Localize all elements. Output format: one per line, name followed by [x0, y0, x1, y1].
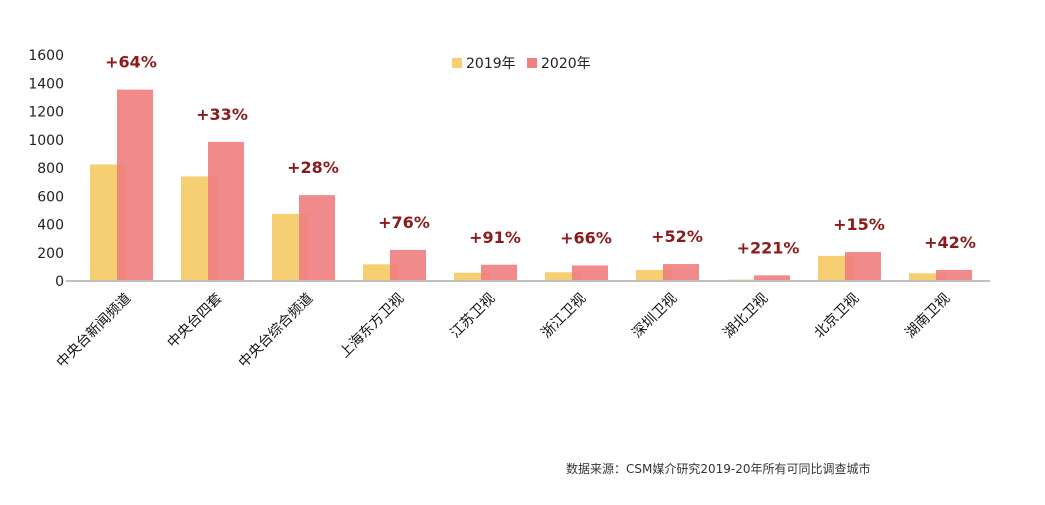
category-label: 湖北卫视	[720, 291, 771, 342]
bar-2020	[845, 252, 881, 281]
bar-2020	[299, 195, 335, 281]
legend-swatch	[527, 58, 537, 68]
legend-swatch	[452, 58, 462, 68]
source-note: 数据来源：CSM媒介研究2019-20年所有可同比调查城市	[566, 462, 871, 476]
y-axis-ticks: 0 200 400 600 800 1000 1200 1400 1600	[28, 48, 64, 290]
y-tick-label: 1000	[28, 133, 64, 149]
growth-label: +15%	[833, 215, 885, 234]
category-labels: 中央台新闻频道 中央台四套 中央台综合频道 上海东方卫视 江苏卫视 浙江卫视 深圳卫视 湖北卫…	[54, 291, 954, 372]
growth-label: +64%	[105, 53, 157, 72]
bar-2020	[936, 269, 972, 281]
category-label: 中央台四套	[165, 291, 226, 352]
growth-label: +221%	[737, 238, 800, 257]
growth-label: +76%	[378, 213, 430, 232]
category-label: 浙江卫视	[538, 291, 589, 342]
bar-2019	[909, 273, 945, 281]
growth-label: +91%	[469, 228, 521, 247]
category-label: 中央台综合频道	[236, 291, 317, 372]
y-tick-label: 200	[37, 246, 64, 262]
y-tick-label: 400	[37, 218, 64, 234]
legend: 2019年 2020年	[452, 56, 591, 72]
growth-label: +33%	[196, 105, 248, 124]
bar-2020	[390, 249, 426, 281]
category-label: 湖南卫视	[902, 291, 953, 342]
bar-2020	[208, 141, 244, 281]
y-tick-label: 1400	[28, 76, 64, 92]
growth-label: +52%	[651, 227, 703, 246]
y-tick-label: 0	[55, 274, 64, 290]
bar-2020	[481, 264, 517, 281]
bar-2019	[454, 272, 490, 281]
growth-label: +28%	[287, 158, 339, 177]
bar-2020	[663, 264, 699, 281]
category-label: 江苏卫视	[447, 291, 498, 342]
bar-2019	[636, 269, 672, 281]
category-label: 深圳卫视	[629, 291, 680, 342]
y-tick-label: 1200	[28, 105, 64, 121]
bar-2019	[545, 272, 581, 281]
legend-label: 2019年	[466, 56, 516, 72]
bar-2020	[117, 89, 153, 281]
bars	[90, 89, 972, 281]
growth-label: +42%	[924, 233, 976, 252]
growth-labels: +64% +33% +28% +76% +91% +66% +52% +221% +15% +42…	[105, 53, 976, 258]
y-tick-label: 600	[37, 189, 64, 205]
y-tick-label: 800	[37, 161, 64, 177]
legend-label: 2020年	[541, 56, 591, 72]
bar-2020	[754, 275, 790, 281]
category-label: 中央台新闻频道	[54, 291, 135, 372]
growth-label: +66%	[560, 228, 612, 247]
category-label: 上海东方卫视	[337, 291, 408, 362]
category-label: 北京卫视	[811, 291, 862, 342]
y-tick-label: 1600	[28, 48, 64, 64]
bar-2020	[572, 265, 608, 281]
